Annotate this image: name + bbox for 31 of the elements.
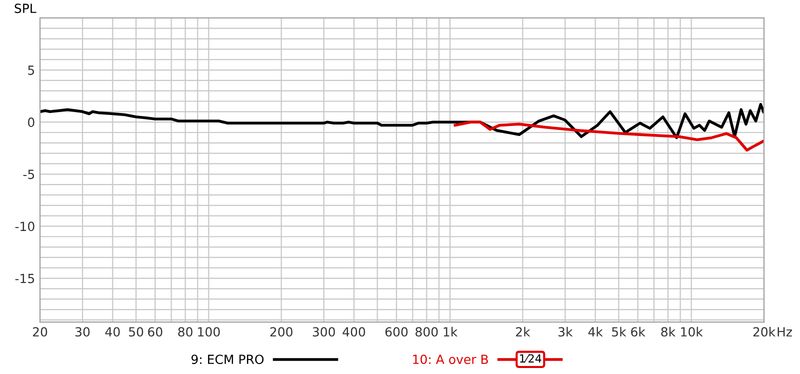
- x-tick-label: 2k: [516, 326, 530, 336]
- x-axis-title: Hz: [778, 327, 792, 336]
- x-tick-label: 400: [342, 327, 366, 337]
- x-tick-label: 200: [270, 327, 292, 337]
- x-tick-label: 40: [105, 327, 120, 337]
- y-tick-label: 5: [28, 66, 34, 75]
- x-tick-label: 8k: [661, 326, 676, 337]
- x-tick-label: 30: [75, 327, 90, 337]
- x-tick-label: 3k: [558, 326, 573, 337]
- y-tick-label: -5: [23, 170, 34, 180]
- x-tick-label: 50: [129, 327, 144, 337]
- x-tick-label: 20k: [753, 326, 776, 337]
- x-tick-label: 100: [198, 327, 220, 337]
- y-tick-label: 0: [28, 118, 34, 128]
- x-tick-label: 5k: [612, 326, 626, 337]
- x-tick-label: 20: [32, 327, 48, 337]
- y-axis-title: SPL: [14, 4, 36, 14]
- y-tick-label: -10: [15, 222, 34, 232]
- text: 1⁄24: [520, 354, 542, 363]
- x-tick-label: 10k: [681, 326, 703, 337]
- x-tick-label: 80: [178, 327, 192, 337]
- x-tick-label: 600: [385, 327, 408, 337]
- x-tick-label: 4k: [588, 326, 603, 336]
- y-tick-label: -15: [15, 274, 34, 284]
- legend-label: 10: A over B: [413, 354, 488, 364]
- x-tick-label: 1k: [444, 326, 458, 336]
- x-tick-label: 6k: [631, 326, 646, 337]
- legend-label: 9: ECM PRO: [191, 354, 264, 364]
- x-tick-label: 60: [148, 327, 162, 337]
- x-tick-label: 800: [416, 327, 438, 337]
- x-tick-label: 300: [312, 327, 335, 337]
